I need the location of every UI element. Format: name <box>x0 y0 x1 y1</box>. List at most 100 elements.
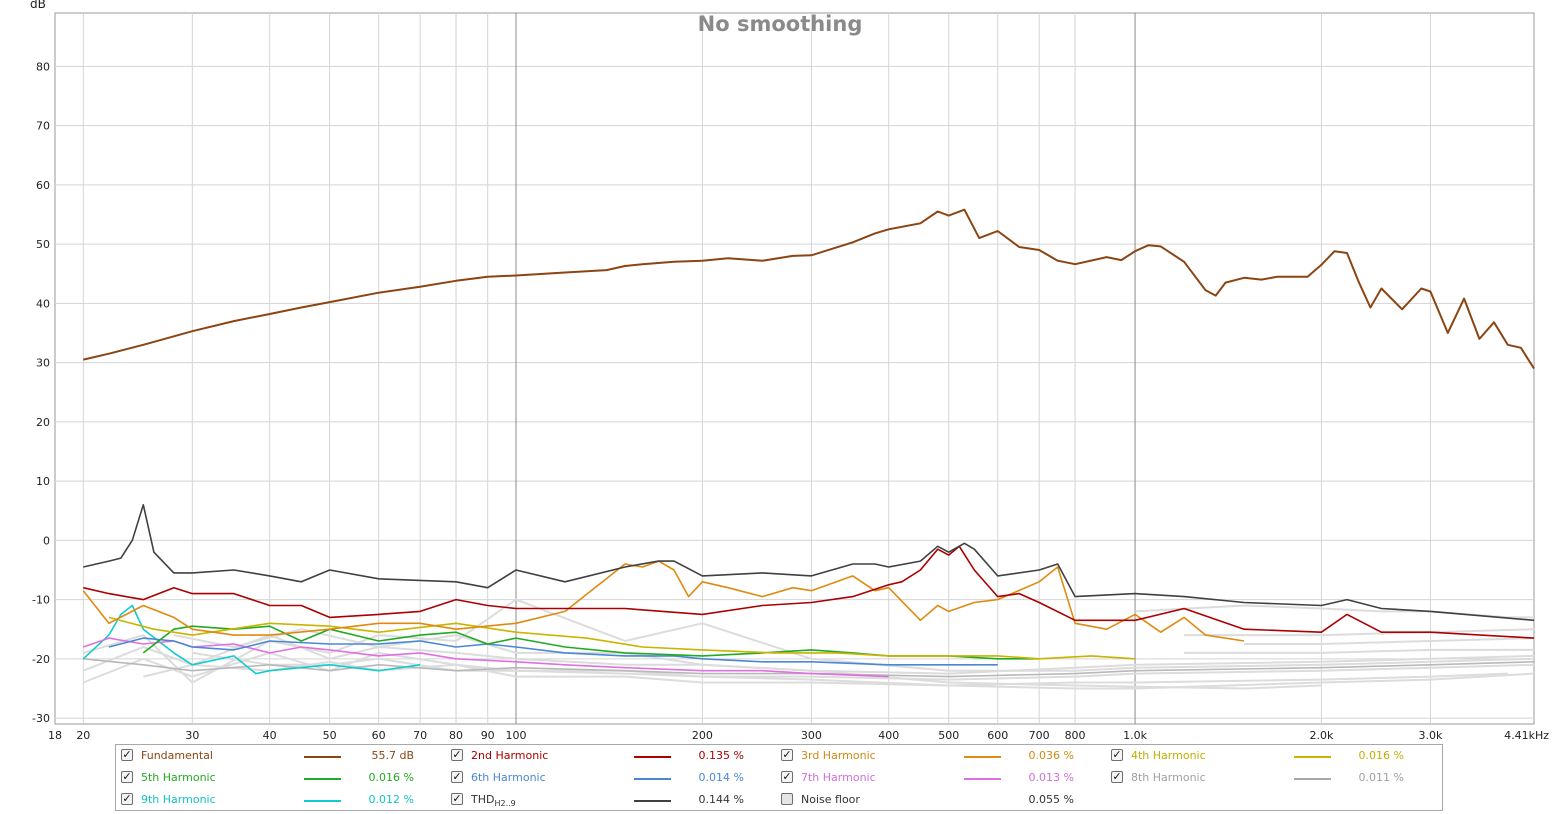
x-tick-label: 4.41kHz <box>1504 729 1549 742</box>
y-tick-label: 70 <box>36 120 50 133</box>
x-tick-label: 800 <box>1065 729 1086 742</box>
series-line-4th-harmonic <box>108 616 1136 660</box>
legend-checkbox-9th-harmonic[interactable]: ✓ <box>121 792 133 805</box>
x-tick-label: 70 <box>413 729 427 742</box>
legend-swatch <box>304 800 341 802</box>
legend-value: 0.055 % <box>1028 793 1074 806</box>
x-tick-label: 200 <box>692 729 713 742</box>
legend-item-2nd-harmonic: ✓ 2nd Harmonic 0.135 % <box>446 745 776 767</box>
x-tick-label: 3.0k <box>1418 729 1442 742</box>
noise-floor-line <box>83 598 1535 684</box>
x-tick-label: 1.0k <box>1123 729 1147 742</box>
plot-area <box>54 12 1535 725</box>
noise-floor-line <box>1184 628 1535 637</box>
legend-swatch <box>964 778 1001 780</box>
y-tick-label: 40 <box>36 297 50 310</box>
x-tick-label: 700 <box>1029 729 1050 742</box>
legend-label: 4th Harmonic <box>1131 749 1206 762</box>
noise-floor-line <box>1244 637 1535 645</box>
legend-label: 6th Harmonic <box>471 771 546 784</box>
legend-swatch <box>634 778 671 780</box>
legend-value: 0.014 % <box>698 771 744 784</box>
y-axis-label: dB <box>30 0 46 11</box>
legend-swatch <box>1294 778 1331 780</box>
y-tick-label: 30 <box>36 357 50 370</box>
legend-swatch <box>304 778 341 780</box>
legend-checkbox-7th-harmonic[interactable]: ✓ <box>781 770 793 783</box>
legend-checkbox-6th-harmonic[interactable]: ✓ <box>451 770 463 783</box>
thd-label: THD <box>471 793 495 806</box>
legend-value: 0.013 % <box>1028 771 1074 784</box>
y-axis-ticks: 80 70 60 50 40 30 20 10 0 -10 -20 -30 <box>32 60 50 725</box>
x-tick-label: 50 <box>323 729 337 742</box>
series-line-thd <box>83 504 1535 622</box>
legend-checkbox-3rd-harmonic[interactable]: ✓ <box>781 748 793 761</box>
y-tick-label: 10 <box>36 475 50 488</box>
legend-value: 0.135 % <box>698 749 744 762</box>
x-tick-label: 500 <box>938 729 959 742</box>
x-tick-label: 2.0k <box>1309 729 1333 742</box>
x-tick-label: 18 <box>48 729 62 742</box>
legend-label: 3rd Harmonic <box>801 749 876 762</box>
chart-title: No smoothing <box>698 12 863 36</box>
legend-checkbox-fundamental[interactable]: ✓ <box>121 748 133 761</box>
legend: ✓ Fundamental 55.7 dB ✓ 2nd Harmonic 0.1… <box>115 744 1443 811</box>
legend-item-5th-harmonic: ✓ 5th Harmonic 0.016 % <box>116 767 446 789</box>
legend-label: 9th Harmonic <box>141 793 216 806</box>
legend-label: Fundamental <box>141 749 213 762</box>
series-line-8th-harmonic <box>83 658 1535 678</box>
y-tick-label: 0 <box>43 534 50 547</box>
legend-item-4th-harmonic: ✓ 4th Harmonic 0.016 % <box>1106 745 1436 767</box>
legend-label: 5th Harmonic <box>141 771 216 784</box>
legend-swatch <box>634 756 671 758</box>
x-axis-ticks: 18 20 30 40 50 60 70 80 90 100 200 300 400 500 600 700 8… <box>48 729 1549 742</box>
legend-item-7th-harmonic: ✓ 7th Harmonic 0.013 % <box>776 767 1106 789</box>
legend-label: THDH2..9 <box>471 793 516 808</box>
x-tick-label: 60 <box>372 729 386 742</box>
legend-checkbox-5th-harmonic[interactable]: ✓ <box>121 770 133 783</box>
y-tick-label: -30 <box>32 712 50 725</box>
legend-value: 0.011 % <box>1358 771 1404 784</box>
legend-label: 7th Harmonic <box>801 771 876 784</box>
legend-value: 0.144 % <box>698 793 744 806</box>
legend-label: 8th Harmonic <box>1131 771 1206 784</box>
x-tick-label: 20 <box>76 729 90 742</box>
thd-subscript: H2..9 <box>494 799 516 808</box>
legend-item-8th-harmonic: ✓ 8th Harmonic 0.011 % <box>1106 767 1436 789</box>
legend-value: 0.036 % <box>1028 749 1074 762</box>
x-tick-label: 80 <box>449 729 463 742</box>
legend-checkbox-8th-harmonic[interactable]: ✓ <box>1111 770 1123 783</box>
legend-checkbox-thd[interactable]: ✓ <box>451 792 463 805</box>
legend-item-6th-harmonic: ✓ 6th Harmonic 0.014 % <box>446 767 776 789</box>
series-line-fundamental <box>83 208 1535 370</box>
series-line-2nd-harmonic <box>83 545 1535 639</box>
legend-swatch <box>304 756 341 758</box>
legend-swatch <box>964 756 1001 758</box>
x-tick-label: 400 <box>878 729 899 742</box>
legend-row: ✓ 5th Harmonic 0.016 % ✓ 6th Harmonic 0.… <box>116 767 1442 789</box>
legend-label: Noise floor <box>801 793 860 806</box>
legend-item-3rd-harmonic: ✓ 3rd Harmonic 0.036 % <box>776 745 1106 767</box>
noise-floor-line <box>192 651 1535 690</box>
x-tick-label: 30 <box>185 729 199 742</box>
legend-item-fundamental: ✓ Fundamental 55.7 dB <box>116 745 446 767</box>
legend-checkbox-2nd-harmonic[interactable]: ✓ <box>451 748 463 761</box>
y-tick-label: 20 <box>36 416 50 429</box>
noise-floor-line <box>143 660 1508 687</box>
legend-item-noise-floor: Noise floor 0.055 % <box>776 789 1106 811</box>
y-tick-label: 50 <box>36 238 50 251</box>
x-tick-label: 300 <box>801 729 822 742</box>
legend-value: 55.7 dB <box>371 749 414 762</box>
legend-checkbox-noise-floor[interactable] <box>781 793 793 805</box>
y-tick-label: 60 <box>36 179 50 192</box>
series-line-9th-harmonic <box>82 604 421 675</box>
legend-row: ✓ 9th Harmonic 0.012 % ✓ THDH2..9 0.144 … <box>116 789 1442 811</box>
legend-value: 0.012 % <box>368 793 414 806</box>
legend-label: 2nd Harmonic <box>471 749 549 762</box>
x-tick-label: 100 <box>506 729 527 742</box>
x-tick-label: 90 <box>481 729 495 742</box>
legend-value: 0.016 % <box>368 771 414 784</box>
legend-checkbox-4th-harmonic[interactable]: ✓ <box>1111 748 1123 761</box>
legend-value: 0.016 % <box>1358 749 1404 762</box>
